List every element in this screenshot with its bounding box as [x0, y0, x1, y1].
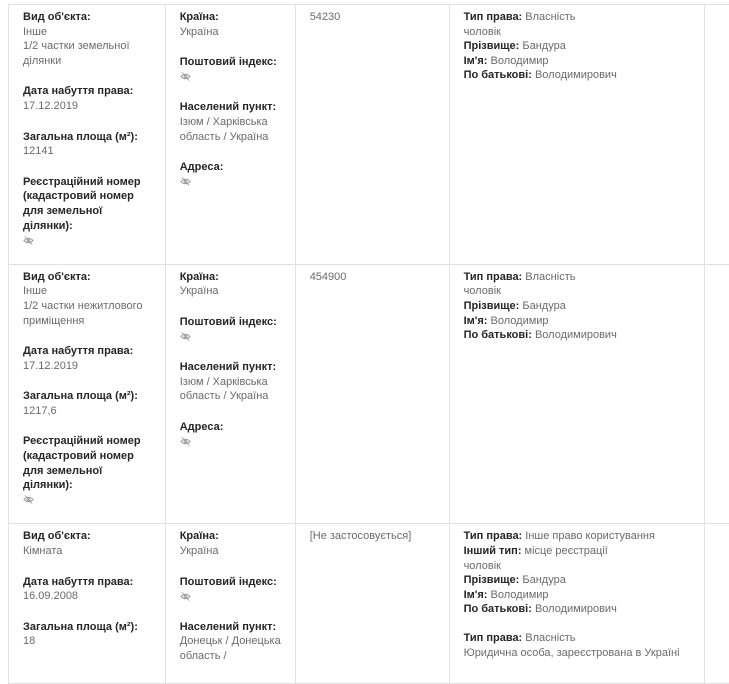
country-value: Україна	[180, 284, 285, 299]
area-value: 18	[23, 634, 155, 649]
name-value: Володимир	[491, 55, 549, 67]
owner-cell: Тип права: Власність чоловік Прізвище: Б…	[449, 5, 704, 265]
country-value: Україна	[180, 25, 285, 40]
patronymic-value: Володимирович	[535, 329, 617, 341]
acquire-date-label: Дата набуття права:	[23, 575, 155, 590]
eye-slash-icon	[180, 331, 191, 342]
locality-value: Ізюм / Харківська область / Україна	[180, 115, 285, 144]
other-type-value: місце реєстрації	[525, 545, 608, 557]
relation-value: чоловік	[464, 559, 694, 574]
locality-value: Донецьк / Донецька область /	[180, 634, 285, 663]
value-cell: 454900	[295, 264, 449, 524]
locality-value: Ізюм / Харківська область / Україна	[180, 375, 285, 404]
object-cell: Вид об'єкта: Інше 1/2 частки нежитлового…	[9, 264, 166, 524]
patronymic-value: Володимирович	[535, 603, 617, 615]
acquire-date-value: 17.12.2019	[23, 359, 155, 374]
acquire-date-value: 17.12.2019	[23, 99, 155, 114]
eye-slash-icon	[180, 591, 191, 602]
surname-label: Прізвище:	[464, 574, 520, 586]
reg-number-label: Реєстраційний номер (кадастровий номер д…	[23, 175, 155, 233]
surname-label: Прізвище:	[464, 40, 520, 52]
right-type-value: Власність	[525, 11, 575, 23]
postal-index-label: Поштовий індекс:	[180, 55, 285, 70]
country-label: Країна:	[180, 270, 285, 285]
relation-value: чоловік	[464, 25, 694, 40]
location-cell: Країна: Україна Поштовий індекс: Населен…	[165, 5, 295, 265]
patronymic-label: По батькові:	[464, 329, 532, 341]
object-desc-value: 1/2 частки нежитлового приміщення	[23, 299, 155, 328]
name-label: Ім'я:	[464, 55, 488, 67]
object-cell: Вид об'єкта: Кімната Дата набуття права:…	[9, 524, 166, 684]
eye-slash-icon	[23, 235, 34, 246]
area-label: Загальна площа (м²):	[23, 130, 155, 145]
table-row: Вид об'єкта: Інше 1/2 частки нежитлового…	[9, 264, 729, 524]
surname-value: Бандура	[522, 300, 565, 312]
object-desc-value: 1/2 частки земельної ділянки	[23, 39, 155, 68]
patronymic-label: По батькові:	[464, 603, 532, 615]
acquire-date-value: 16.09.2008	[23, 589, 155, 604]
acquire-date-label: Дата набуття права:	[23, 344, 155, 359]
right-type-label: Тип права:	[464, 530, 523, 542]
locality-label: Населений пункт:	[180, 620, 285, 635]
area-value: 1217,6	[23, 404, 155, 419]
value-cell: 54230	[295, 5, 449, 265]
value: 54230	[310, 10, 439, 25]
location-cell: Країна: Україна Поштовий індекс: Населен…	[165, 264, 295, 524]
owner-cell: Тип права: Власність чоловік Прізвище: Б…	[449, 264, 704, 524]
object-cell: Вид об'єкта: Інше 1/2 частки земельної д…	[9, 5, 166, 265]
owner-cell: Тип права: Інше право користування Інший…	[449, 524, 704, 684]
address-label: Адреса:	[180, 420, 285, 435]
postal-index-label: Поштовий індекс:	[180, 315, 285, 330]
value-cell: [Не застосовується]	[295, 524, 449, 684]
eye-slash-icon	[180, 176, 191, 187]
country-label: Країна:	[180, 529, 285, 544]
owner-value: Юридична особа, зареєстрована в Україні	[464, 646, 694, 661]
table-row: Вид об'єкта: Кімната Дата набуття права:…	[9, 524, 729, 684]
object-type-label: Вид об'єкта:	[23, 529, 155, 544]
acquire-date-label: Дата набуття права:	[23, 84, 155, 99]
surname-value: Бандура	[522, 574, 565, 586]
locality-label: Населений пункт:	[180, 360, 285, 375]
table-row: Вид об'єкта: Інше 1/2 частки земельної д…	[9, 5, 729, 265]
right-type-value: Власність	[525, 271, 575, 283]
value: 454900	[310, 270, 439, 285]
locality-label: Населений пункт:	[180, 100, 285, 115]
area-label: Загальна площа (м²):	[23, 620, 155, 635]
eye-slash-icon	[180, 71, 191, 82]
right-type-label: Тип права:	[464, 271, 523, 283]
patronymic-value: Володимирович	[535, 69, 617, 81]
reg-number-label: Реєстраційний номер (кадастровий номер д…	[23, 434, 155, 492]
eye-slash-icon	[180, 436, 191, 447]
right-type-value: Інше право користування	[525, 530, 655, 542]
object-type-value: Інше	[23, 25, 155, 40]
object-type-value: Кімната	[23, 544, 155, 559]
country-label: Країна:	[180, 10, 285, 25]
object-type-label: Вид об'єкта:	[23, 270, 155, 285]
object-type-value: Інше	[23, 284, 155, 299]
name-value: Володимир	[491, 589, 549, 601]
surname-label: Прізвище:	[464, 300, 520, 312]
area-value: 12141	[23, 144, 155, 159]
object-type-label: Вид об'єкта:	[23, 10, 155, 25]
country-value: Україна	[180, 544, 285, 559]
patronymic-label: По батькові:	[464, 69, 532, 81]
name-label: Ім'я:	[464, 315, 488, 327]
eye-slash-icon	[23, 494, 34, 505]
address-label: Адреса:	[180, 160, 285, 175]
name-label: Ім'я:	[464, 589, 488, 601]
property-table: Вид об'єкта: Інше 1/2 частки земельної д…	[8, 4, 729, 684]
postal-index-label: Поштовий індекс:	[180, 575, 285, 590]
other-type-label: Інший тип:	[464, 545, 522, 557]
location-cell: Країна: Україна Поштовий індекс: Населен…	[165, 524, 295, 684]
name-value: Володимир	[491, 315, 549, 327]
area-label: Загальна площа (м²):	[23, 389, 155, 404]
surname-value: Бандура	[522, 40, 565, 52]
relation-value: чоловік	[464, 284, 694, 299]
right-type-label: Тип права:	[464, 11, 523, 23]
value: [Не застосовується]	[310, 529, 439, 544]
